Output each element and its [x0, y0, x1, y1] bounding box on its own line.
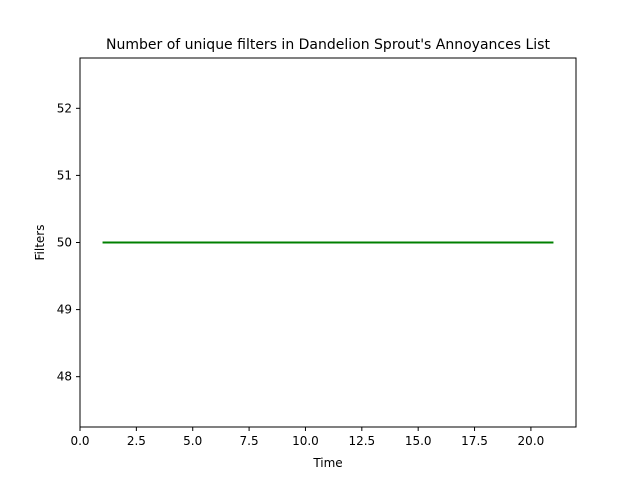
y-tick-label: 51	[57, 168, 72, 182]
x-tick-label: 17.5	[461, 434, 488, 448]
y-axis-label: Filters	[33, 225, 47, 261]
x-tick-label: 15.0	[405, 434, 432, 448]
plot-frame	[79, 57, 577, 428]
y-tick-label: 48	[57, 370, 72, 384]
x-axis-ticks: 0.0 2.5 5.0 7.5 10.0 12.5 15.0 17.5 20.0	[70, 427, 544, 448]
x-tick-label: 7.5	[240, 434, 259, 448]
x-tick-label: 20.0	[518, 434, 545, 448]
x-tick-label: 2.5	[127, 434, 146, 448]
y-tick-label: 49	[57, 303, 72, 317]
x-axis-label: Time	[312, 456, 342, 470]
x-tick-label: 12.5	[348, 434, 375, 448]
x-tick-label: 0.0	[70, 434, 89, 448]
y-tick-label: 52	[57, 101, 72, 115]
x-tick-label: 5.0	[183, 434, 202, 448]
y-axis-ticks: 48 49 50 51 52	[57, 101, 80, 384]
chart-title: Number of unique filters in Dandelion Sp…	[106, 37, 550, 53]
y-tick-label: 50	[57, 236, 72, 250]
x-tick-label: 10.0	[292, 434, 319, 448]
